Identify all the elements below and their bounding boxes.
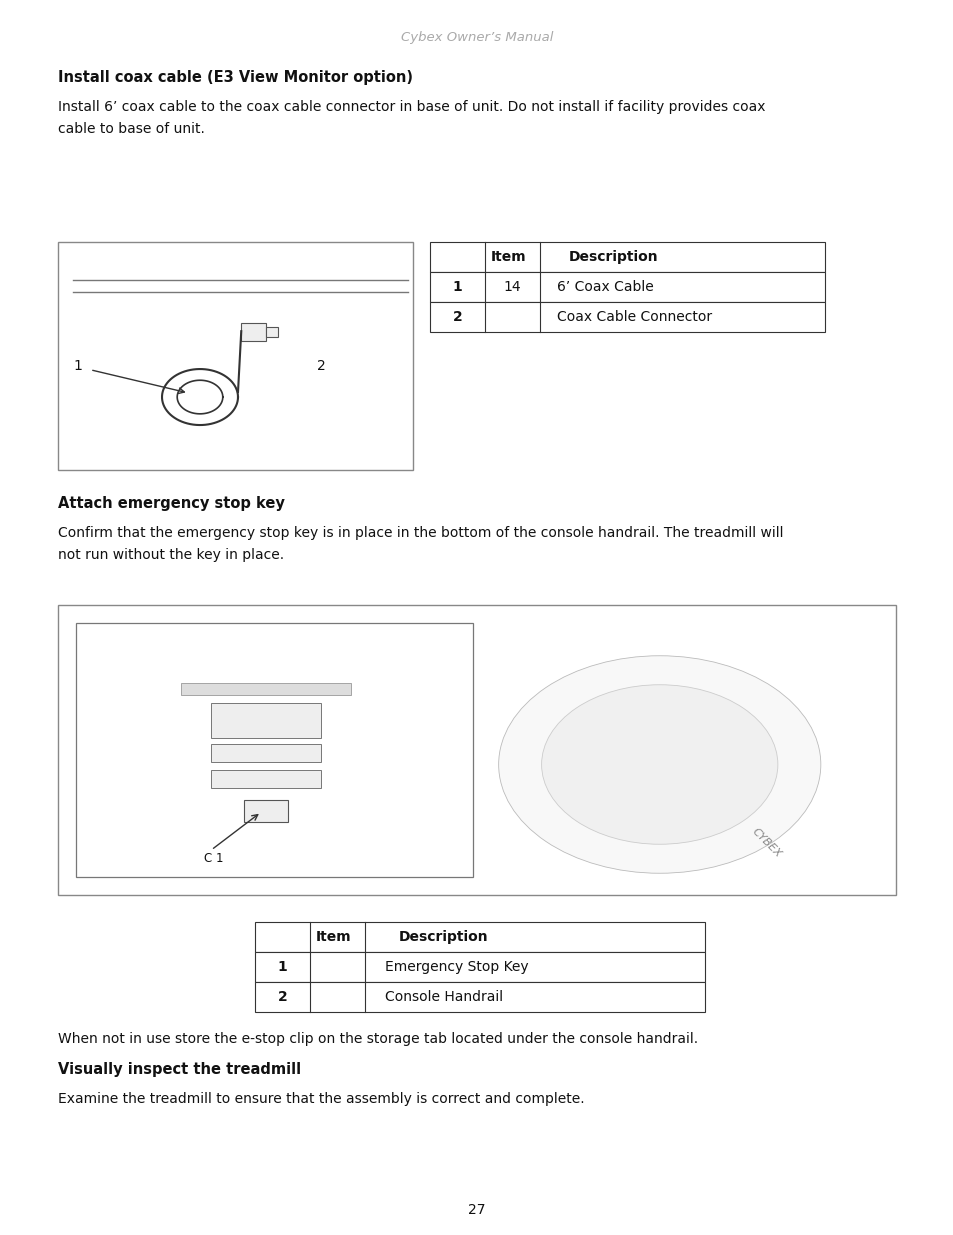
Text: cable to base of unit.: cable to base of unit.: [58, 122, 205, 136]
Text: Item: Item: [490, 249, 525, 264]
Text: 6’ Coax Cable: 6’ Coax Cable: [557, 280, 653, 294]
Text: Cybex Owner’s Manual: Cybex Owner’s Manual: [400, 32, 553, 44]
Text: 2: 2: [277, 990, 287, 1004]
Text: Attach emergency stop key: Attach emergency stop key: [58, 496, 285, 511]
Text: 1: 1: [277, 960, 287, 974]
Text: 2: 2: [316, 358, 326, 373]
Text: not run without the key in place.: not run without the key in place.: [58, 548, 284, 562]
Bar: [430, 242, 824, 272]
Bar: [430, 303, 824, 332]
Text: Emergency Stop Key: Emergency Stop Key: [385, 960, 529, 974]
Bar: [241, 324, 266, 341]
Text: When not in use store the e-stop clip on the storage tab located under the conso: When not in use store the e-stop clip on…: [58, 1032, 698, 1046]
Text: 1: 1: [452, 280, 462, 294]
Bar: [254, 952, 704, 982]
Text: 2: 2: [452, 310, 462, 324]
Bar: [254, 923, 704, 952]
Text: CYBEX: CYBEX: [750, 826, 782, 860]
Text: C 1: C 1: [204, 852, 224, 864]
Bar: [181, 683, 351, 695]
Bar: [76, 622, 473, 877]
Text: Description: Description: [398, 930, 488, 944]
Text: Console Handrail: Console Handrail: [385, 990, 503, 1004]
Text: Install 6’ coax cable to the coax cable connector in base of unit. Do not instal: Install 6’ coax cable to the coax cable …: [58, 100, 764, 114]
Text: Coax Cable Connector: Coax Cable Connector: [557, 310, 712, 324]
Bar: [430, 272, 824, 303]
Text: Confirm that the emergency stop key is in place in the bottom of the console han: Confirm that the emergency stop key is i…: [58, 526, 782, 540]
Bar: [211, 703, 321, 739]
Text: Description: Description: [568, 249, 658, 264]
Bar: [211, 769, 321, 788]
Text: Install coax cable (E3 View Monitor option): Install coax cable (E3 View Monitor opti…: [58, 70, 413, 85]
Text: Examine the treadmill to ensure that the assembly is correct and complete.: Examine the treadmill to ensure that the…: [58, 1092, 584, 1107]
Ellipse shape: [498, 656, 820, 873]
Bar: [254, 982, 704, 1011]
Text: Item: Item: [315, 930, 351, 944]
Bar: [211, 743, 321, 762]
Text: 1: 1: [73, 358, 82, 373]
Ellipse shape: [541, 684, 777, 845]
Bar: [266, 327, 278, 337]
Bar: [58, 605, 895, 895]
Text: 27: 27: [468, 1203, 485, 1216]
Text: 14: 14: [503, 280, 520, 294]
Text: Visually inspect the treadmill: Visually inspect the treadmill: [58, 1062, 301, 1077]
Bar: [58, 242, 413, 471]
Bar: [244, 800, 288, 823]
